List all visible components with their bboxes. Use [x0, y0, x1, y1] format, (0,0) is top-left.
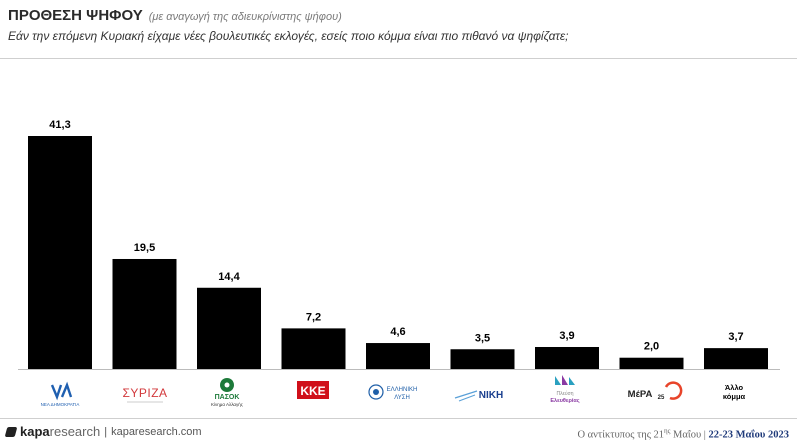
syriza-wordmark: ΣΥΡΙΖΑ: [122, 386, 167, 400]
bar-value-label-6: 3,5: [475, 332, 490, 344]
bar-4: [281, 328, 346, 369]
bar-value-label-2: 19,5: [134, 242, 155, 254]
logo-plefsi-eleftherias: Πλεύση Ελευθερίας: [550, 375, 580, 404]
niki-swoosh-icon: [454, 390, 478, 399]
brand-name: kaparesearch: [20, 424, 101, 439]
bar-8: [619, 357, 684, 369]
nd-caption: ΝΕΑ ΔΗΜΟΚΡΑΤΙΑ: [41, 402, 80, 407]
svg-text:Άλλο: Άλλο: [725, 383, 744, 392]
label-other-party: Άλλο κόμμα: [723, 383, 746, 401]
kke-box: [297, 381, 329, 399]
bar-value-label-3: 14,4: [218, 271, 240, 283]
kapa-logo-icon: [4, 426, 18, 437]
svg-text:25: 25: [658, 395, 665, 401]
svg-text:ΚΚΕ: ΚΚΕ: [300, 384, 325, 398]
footer-brand: kaparesearch | kaparesearch.com: [4, 424, 202, 439]
footer-source: Ο αντίκτυπος της 21ης Μαΐου | 22-23 Μαΐο…: [577, 427, 789, 441]
bar-value-label-7: 3,9: [559, 330, 574, 342]
svg-text:ΛΥΣΗ: ΛΥΣΗ: [394, 395, 410, 401]
bar-5: [366, 343, 430, 369]
footer-separator: |: [104, 425, 108, 438]
logo-kke: ΚΚΕ: [297, 381, 329, 399]
mera-arrow-icon: [664, 381, 683, 400]
bar-value-label-9: 3,7: [728, 331, 743, 343]
survey-question: Εάν την επόμενη Κυριακή είχαμε νέες βουλ…: [8, 29, 569, 43]
bar-value-label-5: 4,6: [390, 326, 405, 338]
chart-header: ΠΡΟΘΕΣΗ ΨΗΦΟΥ (με αναγωγή της αδιευκρίνισ…: [8, 7, 342, 25]
bar-3: [197, 287, 261, 369]
bar-value-label-8: 2,0: [644, 341, 659, 353]
svg-text:Ελευθερίας: Ελευθερίας: [550, 398, 579, 404]
footer-divider: [0, 418, 797, 419]
bar-6: [450, 349, 515, 369]
logo-elliniki-lysi: ΕΛΛΗΝΙΚΗ ΛΥΣΗ: [368, 384, 418, 401]
logo-niki: ΝΙΚΗ: [454, 390, 503, 402]
svg-text:ΠΑΣΟΚ: ΠΑΣΟΚ: [215, 394, 240, 401]
title-note: (με αναγωγή της αδιευκρίνιστης ψήφου): [148, 11, 342, 23]
logo-pasok: ΠΑΣΟΚ Κίνημα Αλλαγής: [211, 378, 244, 407]
page-title: ΠΡΟΘΕΣΗ ΨΗΦΟΥ: [8, 7, 143, 24]
bar-9: [704, 348, 768, 369]
svg-text:Κίνημα Αλλαγής: Κίνημα Αλλαγής: [211, 401, 244, 407]
nd-icon: [50, 384, 63, 401]
svg-text:ΜέΡΑ: ΜέΡΑ: [628, 389, 653, 400]
bar-1: [28, 136, 92, 369]
logo-syriza: ΣΥΡΙΖΑ: [122, 386, 167, 403]
bar-2: [112, 258, 177, 369]
bar-value-label-1: 41,3: [49, 119, 70, 131]
svg-text:Πλεύση: Πλεύση: [557, 390, 574, 397]
sail-icon: [555, 376, 561, 385]
footer-url: kaparesearch.com: [111, 425, 202, 438]
svg-text:ΕΛΛΗΝΙΚΗ: ΕΛΛΗΝΙΚΗ: [387, 387, 418, 393]
el-emblem-icon: [368, 384, 384, 400]
logo-nea-dimokratia: ΝΕΑ ΔΗΜΟΚΡΑΤΙΑ: [41, 381, 80, 407]
bar-7: [535, 346, 599, 369]
logo-mera25: ΜέΡΑ 25: [628, 381, 683, 401]
survey-dates: 22-23 Μαΐου 2023: [708, 429, 789, 441]
svg-text:κόμμα: κόμμα: [723, 392, 746, 401]
bar-value-label-4: 7,2: [306, 311, 321, 323]
header-divider: [0, 58, 797, 59]
svg-text:ΝΙΚΗ: ΝΙΚΗ: [479, 390, 503, 401]
